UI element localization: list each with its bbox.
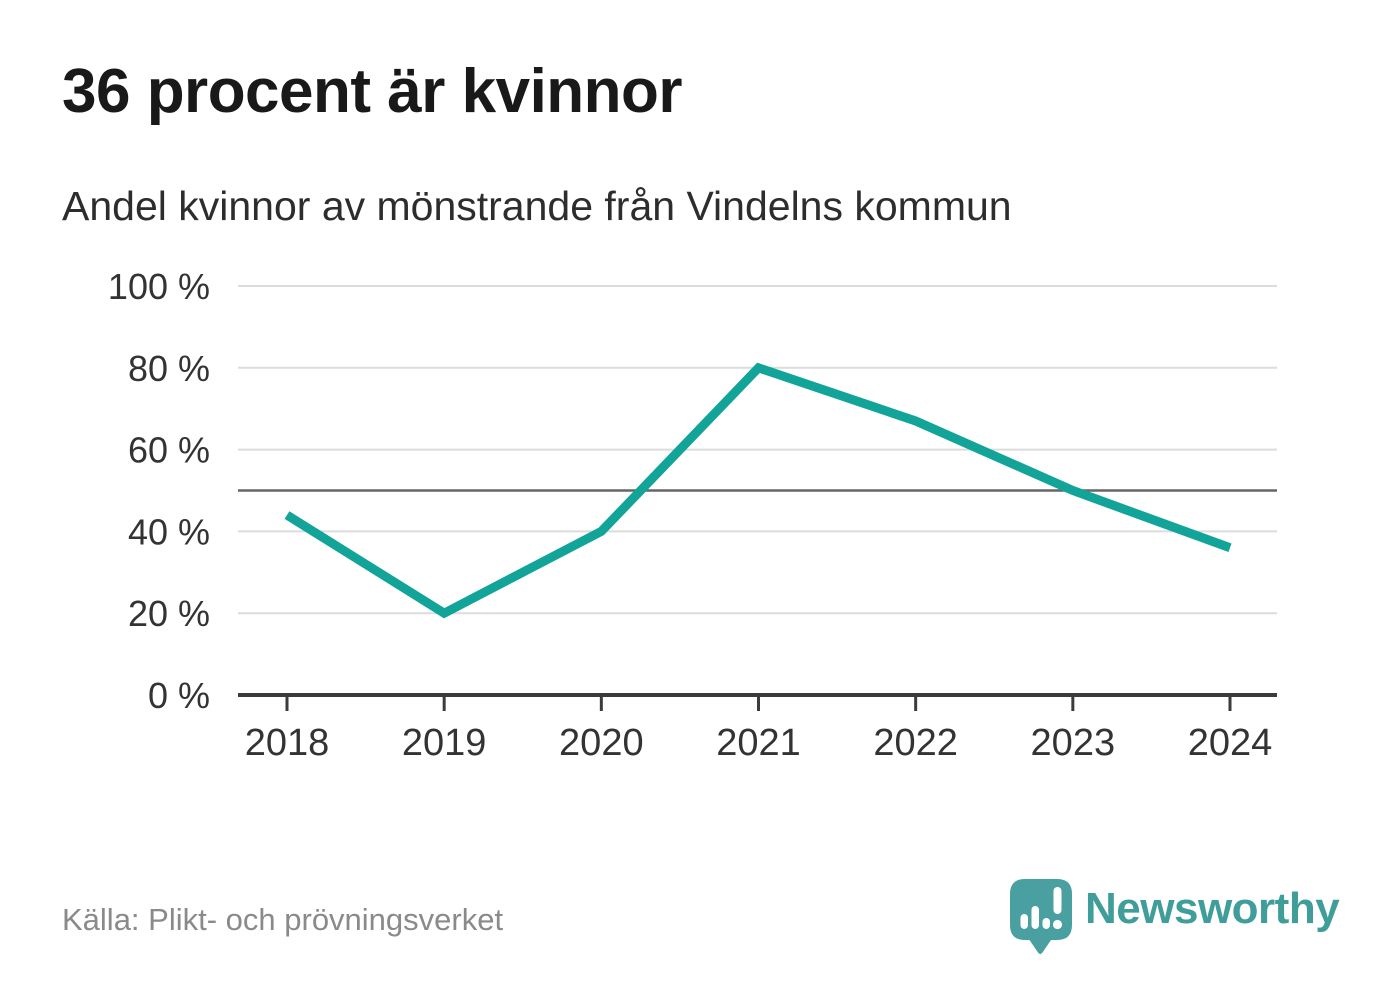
y-tick-label: 0 % xyxy=(148,675,210,716)
data-line xyxy=(284,362,1232,619)
x-tick-label: 2019 xyxy=(402,722,487,764)
brand-name: Newsworthy xyxy=(1085,884,1340,933)
newsworthy-logo-icon xyxy=(1010,879,1072,955)
x-tick-label: 2018 xyxy=(245,722,330,764)
chart-subtitle: Andel kvinnor av mönstrande från Vindeln… xyxy=(62,183,1012,229)
y-tick-label: 20 % xyxy=(128,593,210,634)
x-tick-label: 2024 xyxy=(1188,722,1273,764)
page-title: 36 procent är kvinnor xyxy=(62,57,683,126)
brand-logo: Newsworthy xyxy=(1010,878,1340,958)
x-tick-label: 2022 xyxy=(873,722,958,764)
y-tick-label: 100 % xyxy=(108,266,210,307)
y-tick-label: 60 % xyxy=(128,430,210,471)
x-tick-label: 2021 xyxy=(716,722,801,764)
x-tick-label: 2020 xyxy=(559,722,644,764)
source-note: Källa: Plikt- och prövningsverket xyxy=(62,902,504,937)
y-tick-label: 80 % xyxy=(128,348,210,389)
x-tick-label: 2023 xyxy=(1031,722,1116,764)
y-tick-label: 40 % xyxy=(128,511,210,552)
